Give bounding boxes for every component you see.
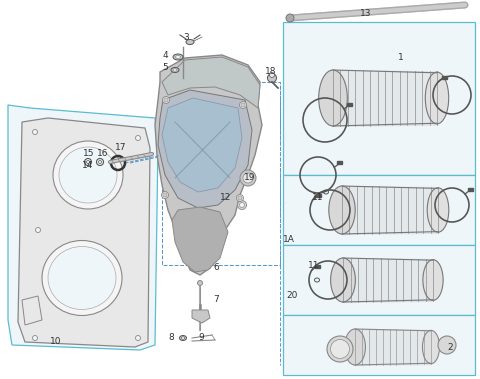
Polygon shape	[22, 296, 42, 325]
Ellipse shape	[163, 97, 169, 103]
Text: 11: 11	[308, 260, 320, 269]
Polygon shape	[162, 57, 260, 108]
Ellipse shape	[53, 141, 123, 209]
Ellipse shape	[269, 72, 275, 77]
Ellipse shape	[98, 160, 101, 163]
Bar	[347, 103, 352, 106]
Text: 15: 15	[83, 149, 95, 158]
Bar	[442, 75, 446, 78]
Ellipse shape	[238, 196, 242, 200]
Ellipse shape	[186, 39, 194, 44]
Ellipse shape	[238, 200, 247, 210]
Text: 12: 12	[220, 193, 231, 202]
Text: 9: 9	[198, 334, 204, 343]
Ellipse shape	[33, 130, 37, 135]
Ellipse shape	[427, 188, 449, 232]
Ellipse shape	[241, 103, 245, 107]
Ellipse shape	[181, 337, 185, 339]
Ellipse shape	[161, 191, 168, 199]
Bar	[314, 265, 320, 268]
Ellipse shape	[327, 336, 353, 362]
Polygon shape	[155, 55, 262, 275]
Ellipse shape	[422, 330, 440, 363]
Polygon shape	[162, 98, 242, 192]
Ellipse shape	[163, 193, 167, 197]
Ellipse shape	[59, 147, 117, 203]
Text: 13: 13	[360, 8, 372, 17]
Text: 1: 1	[398, 53, 404, 63]
Bar	[468, 188, 473, 191]
Bar	[337, 161, 342, 164]
Ellipse shape	[180, 335, 187, 340]
Ellipse shape	[329, 186, 355, 234]
Bar	[283, 175, 475, 245]
Polygon shape	[158, 90, 252, 208]
Ellipse shape	[331, 340, 349, 359]
Text: 18: 18	[265, 67, 276, 77]
Ellipse shape	[438, 336, 456, 354]
Text: 5: 5	[162, 64, 168, 72]
Ellipse shape	[286, 14, 294, 22]
Polygon shape	[18, 118, 150, 347]
Text: 19: 19	[244, 174, 255, 183]
Ellipse shape	[240, 170, 256, 186]
Ellipse shape	[86, 160, 89, 163]
Ellipse shape	[425, 72, 449, 124]
Polygon shape	[172, 207, 228, 272]
Bar	[316, 194, 321, 197]
Ellipse shape	[173, 69, 177, 71]
Text: 4: 4	[163, 50, 168, 60]
Ellipse shape	[135, 335, 141, 340]
Ellipse shape	[33, 335, 37, 340]
Text: 17: 17	[115, 144, 127, 152]
Ellipse shape	[345, 329, 365, 365]
Ellipse shape	[164, 98, 168, 102]
Ellipse shape	[267, 74, 276, 83]
Ellipse shape	[48, 246, 116, 310]
Ellipse shape	[243, 173, 253, 183]
Text: 10: 10	[50, 338, 61, 346]
Text: 14: 14	[82, 160, 94, 169]
Text: 8: 8	[168, 334, 174, 343]
Text: 2: 2	[447, 343, 453, 351]
Ellipse shape	[331, 258, 355, 302]
Text: 6: 6	[213, 263, 219, 273]
Ellipse shape	[36, 227, 40, 232]
Text: 20: 20	[286, 290, 298, 299]
Ellipse shape	[135, 136, 141, 141]
Ellipse shape	[197, 280, 203, 285]
Bar	[283, 22, 475, 175]
Ellipse shape	[176, 55, 180, 58]
Ellipse shape	[173, 54, 183, 60]
Text: 7: 7	[213, 296, 219, 304]
Bar	[283, 315, 475, 375]
Ellipse shape	[240, 102, 247, 108]
Text: 16: 16	[97, 149, 108, 158]
Ellipse shape	[423, 260, 443, 300]
Ellipse shape	[237, 194, 243, 202]
Ellipse shape	[171, 67, 179, 72]
Ellipse shape	[42, 241, 122, 315]
Ellipse shape	[240, 202, 244, 207]
Polygon shape	[8, 105, 158, 350]
Bar	[283, 245, 475, 315]
Text: 3: 3	[183, 33, 189, 42]
Polygon shape	[192, 310, 210, 323]
Text: 11: 11	[312, 194, 324, 202]
Text: 1A: 1A	[283, 235, 295, 244]
Ellipse shape	[319, 70, 348, 126]
